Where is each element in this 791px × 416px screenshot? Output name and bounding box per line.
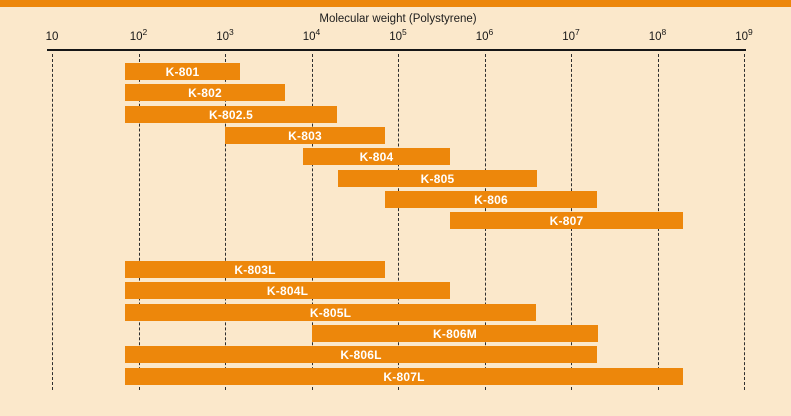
bar-K-803L: K-803L xyxy=(125,261,385,278)
bar-K-805: K-805 xyxy=(338,170,537,187)
gridline-1e5 xyxy=(398,54,399,390)
bar-label: K-806M xyxy=(433,326,477,341)
bar-K-806: K-806 xyxy=(385,191,597,208)
gridline-1e1 xyxy=(52,54,53,390)
bar-label: K-803L xyxy=(234,262,276,277)
bar-label: K-806 xyxy=(474,192,508,207)
x-tick-label-1e1: 10 xyxy=(45,31,59,43)
bar-label: K-802 xyxy=(188,85,222,100)
bar-K-803: K-803 xyxy=(225,127,385,144)
bar-label: K-803 xyxy=(288,128,322,143)
bar-K-806L: K-806L xyxy=(125,346,597,363)
bar-K-804L: K-804L xyxy=(125,282,450,299)
bar-K-805L: K-805L xyxy=(125,304,536,321)
bar-label: K-804L xyxy=(266,283,309,298)
bar-label: K-804 xyxy=(359,149,394,164)
x-tick-label-1e6: 106 xyxy=(475,27,494,43)
bar-K-802.5: K-802.5 xyxy=(125,106,337,123)
bar-K-802: K-802 xyxy=(125,84,285,101)
x-tick-label-1e7: 107 xyxy=(562,27,580,43)
bar-label: K-802.5 xyxy=(208,107,254,122)
bar-label: K-807L xyxy=(383,369,425,384)
bar-K-807L: K-807L xyxy=(125,368,683,385)
bar-label: K-806L xyxy=(340,347,382,362)
gridline-1e9 xyxy=(744,54,745,390)
chart-title: Molecular weight (Polystyrene) xyxy=(319,13,477,25)
gridline-1e4 xyxy=(311,54,313,390)
bar-K-806M: K-806M xyxy=(312,325,598,342)
top-accent-bar xyxy=(0,0,791,7)
bar-K-804: K-804 xyxy=(303,148,450,165)
x-tick-label-1e8: 108 xyxy=(648,27,667,43)
bar-label: K-805 xyxy=(420,171,455,186)
bar-label: K-807 xyxy=(549,213,584,228)
gridline-1e3 xyxy=(225,54,226,390)
bar-label: K-801 xyxy=(165,64,200,79)
gridline-1e2 xyxy=(138,54,140,390)
bar-K-807: K-807 xyxy=(450,212,683,229)
x-tick-label-1e9: 109 xyxy=(735,27,753,43)
x-axis-line xyxy=(47,49,746,51)
x-tick-label-1e5: 105 xyxy=(389,27,407,43)
bar-K-801: K-801 xyxy=(125,63,240,80)
x-tick-label-1e2: 102 xyxy=(129,27,148,43)
x-tick-label-1e3: 103 xyxy=(216,27,234,43)
bar-label: K-805L xyxy=(309,305,352,320)
x-tick-label-1e4: 104 xyxy=(302,27,321,43)
